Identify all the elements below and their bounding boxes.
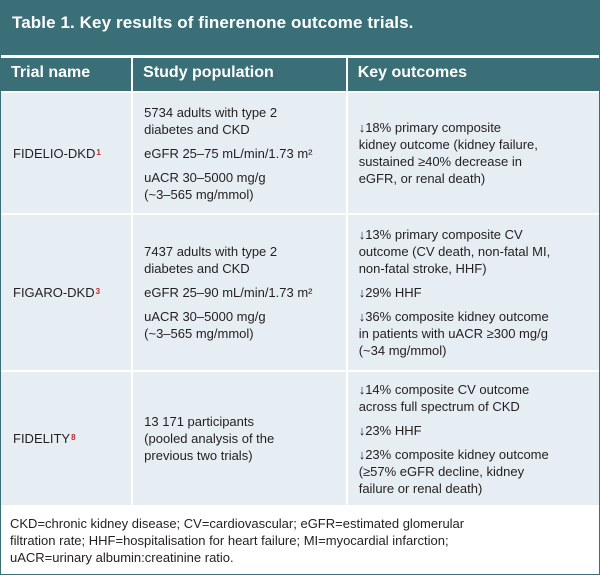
- table-row: FIDELIO-DKD 1 5734 adults with type 2 dia…: [1, 93, 599, 213]
- trial-name-cell: FIGARO-DKD 3: [1, 215, 131, 370]
- population-text: 7437 adults with type 2 diabetes and CKD: [144, 244, 278, 276]
- header-trial-name: Trial name: [11, 64, 91, 81]
- outcome-text: ↓23% composite kidney outcome (≥57% eGFR…: [358, 446, 549, 496]
- trial-name: FIDELIO-DKD: [13, 145, 96, 161]
- column-divider: [345, 93, 348, 213]
- key-outcomes-cell: ↓18% primary composite kidney outcome (k…: [348, 93, 599, 213]
- outcome-text: ↓23% HHF: [358, 422, 422, 438]
- reference-mark: 3: [95, 287, 101, 296]
- outcome-text: ↓36% composite kidney outcome in patient…: [358, 309, 549, 358]
- key-outcomes-cell: ↓14% composite CV outcome across full sp…: [348, 372, 599, 505]
- header-study-population: Study population: [143, 64, 274, 81]
- outcome-text: ↓14% composite CV outcome across full sp…: [358, 381, 530, 414]
- key-outcomes-cell: ↓13% primary composite CV outcome (CV de…: [348, 215, 599, 370]
- column-divider: [345, 372, 348, 505]
- table-row: FIDELITY 8 13 171 participants (pooled an…: [1, 370, 599, 505]
- table-body: FIDELIO-DKD 1 5734 adults with type 2 dia…: [1, 93, 599, 505]
- study-population-cell: 5734 adults with type 2 diabetes and CKD…: [133, 93, 346, 213]
- trial-name-cell: FIDELIO-DKD 1: [1, 93, 131, 213]
- column-divider: [131, 58, 134, 91]
- column-divider: [131, 372, 134, 505]
- column-divider: [345, 215, 348, 370]
- reference-mark: 8: [71, 433, 76, 442]
- column-divider: [131, 93, 134, 213]
- outcome-text: ↓13% primary composite CV outcome (CV de…: [358, 227, 551, 276]
- population-text: eGFR 25–75 mL/min/1.73 m²: [144, 145, 313, 161]
- reference-mark: 1: [96, 147, 101, 157]
- study-population-cell: 7437 adults with type 2 diabetes and CKD…: [133, 215, 346, 370]
- trial-name: FIGARO-DKD: [13, 285, 95, 300]
- study-population-cell: 13 171 participants (pooled analysis of …: [133, 372, 346, 505]
- header-key-outcomes: Key outcomes: [357, 64, 468, 81]
- table-title: Table 1. Key results of finerenone outco…: [1, 1, 599, 55]
- table-header: Trial name Study population Key outcomes: [1, 58, 599, 91]
- column-divider: [131, 215, 134, 370]
- outcome-text: ↓18% primary composite kidney outcome (k…: [358, 120, 538, 186]
- trial-name: FIDELITY: [13, 431, 71, 446]
- population-text: 13 171 participants (pooled analysis of …: [144, 414, 275, 463]
- column-divider: [345, 58, 348, 91]
- population-text: uACR 30–5000 mg/g (~3–565 mg/mmol): [144, 169, 266, 202]
- outcome-text: ↓29% HHF: [358, 285, 422, 300]
- table-footnote: CKD=chronic kidney disease; CV=cardiovas…: [10, 516, 465, 565]
- population-text: uACR 30–5000 mg/g (~3–565 mg/mmol): [144, 309, 266, 341]
- table-row: FIGARO-DKD 3 7437 adults with type 2 diab…: [1, 213, 599, 370]
- population-text: 5734 adults with type 2 diabetes and CKD: [144, 104, 278, 137]
- population-text: eGFR 25–90 mL/min/1.73 m²: [144, 285, 313, 300]
- trial-name-cell: FIDELITY 8: [1, 372, 131, 505]
